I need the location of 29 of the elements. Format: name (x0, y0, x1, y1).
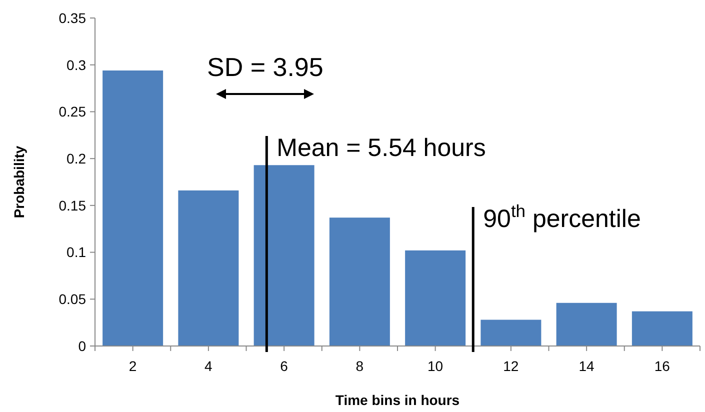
bar (178, 190, 239, 346)
bar (556, 302, 617, 346)
y-tick-label: 0.25 (58, 104, 86, 120)
bar (480, 320, 542, 346)
x-axis-title: Time bins in hours (335, 392, 460, 408)
annotation: SD = 3.95 (207, 52, 324, 82)
bar (632, 311, 692, 346)
y-tick-label: 0.2 (66, 150, 86, 166)
y-tick-label: 0.35 (58, 10, 86, 26)
x-tick-label: 2 (128, 358, 137, 374)
x-tick-label: 14 (578, 358, 595, 374)
x-tick-label: 12 (503, 358, 519, 374)
y-tick-label: 0.15 (58, 197, 86, 214)
ref-line-label: 90$^{th}$ percentile (483, 201, 641, 233)
y-axis-title: Probability (11, 146, 27, 218)
x-tick-label: 10 (428, 358, 444, 374)
bar (254, 165, 314, 346)
bar (102, 70, 164, 346)
bar (405, 250, 466, 346)
y-tick-label: 0.05 (58, 291, 86, 308)
y-tick-label: 0.1 (66, 244, 86, 260)
x-tick-label: 16 (654, 358, 670, 374)
x-tick-label: 8 (356, 358, 364, 374)
y-tick-label: 0.3 (66, 56, 86, 73)
bar (329, 218, 390, 346)
ref-line-label: Mean = 5.54 hours (276, 134, 486, 162)
x-tick-label: 4 (204, 358, 213, 374)
y-tick-label: 0 (78, 338, 86, 354)
x-tick-label: 6 (280, 358, 288, 374)
